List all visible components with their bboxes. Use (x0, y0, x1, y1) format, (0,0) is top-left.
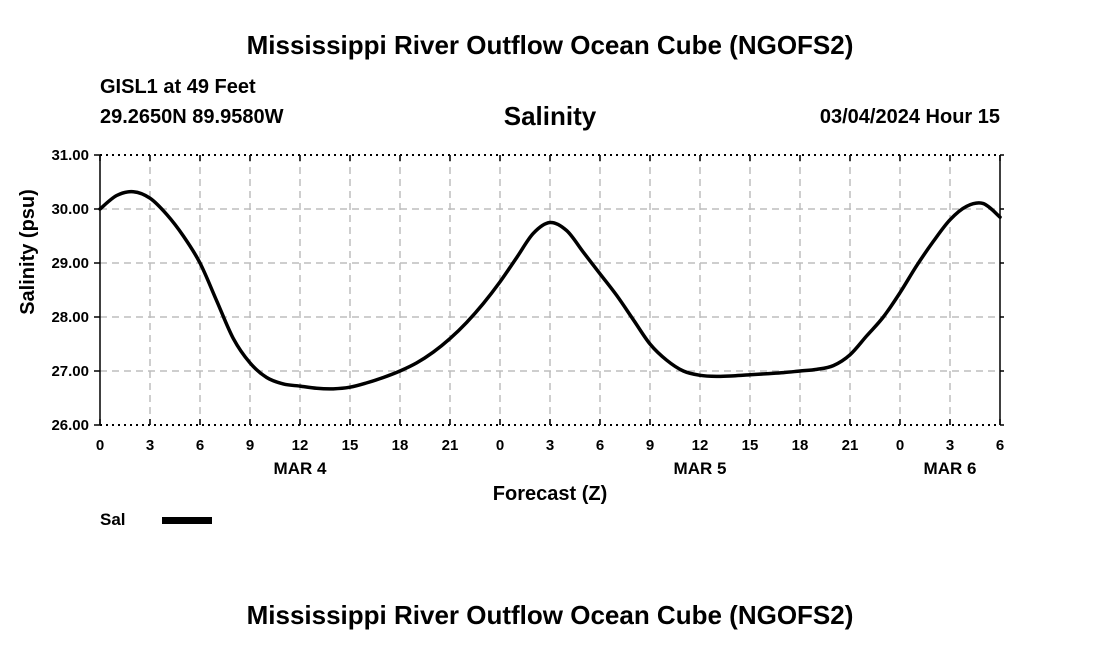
x-tick-label: 21 (442, 437, 459, 454)
tick-labels: 0 3 6 9 12 15 18 21 0 3 6 9 12 15 18 21 0 3 6 26.00 27.00 28.… (51, 147, 1004, 478)
grid-lines (100, 155, 1000, 425)
x-tick-label: 18 (392, 437, 409, 454)
axis-ticks (94, 154, 1004, 426)
station-label: GISL1 at 49 Feet (100, 76, 256, 98)
y-tick-label: 27.00 (51, 363, 89, 380)
y-tick-label: 26.00 (51, 417, 89, 434)
x-tick-label: 12 (292, 437, 309, 454)
coordinates-label: 29.2650N 89.9580W (100, 106, 284, 128)
x-tick-label: 3 (146, 437, 154, 454)
forecast-datetime: 03/04/2024 Hour 15 (819, 106, 1000, 128)
footer-title: Mississippi River Outflow Ocean Cube (NG… (246, 600, 854, 630)
y-axis-label: Salinity (psu) (17, 189, 39, 315)
y-tick-label: 28.00 (51, 309, 89, 326)
x-tick-label: 3 (946, 437, 954, 454)
x-tick-label: 3 (546, 437, 554, 454)
x-tick-label: 0 (496, 437, 504, 454)
x-tick-label: 0 (96, 437, 104, 454)
main-title: Mississippi River Outflow Ocean Cube (NG… (246, 30, 854, 60)
chart-title: Salinity (503, 101, 597, 131)
legend-swatch (162, 517, 212, 524)
y-tick-label: 31.00 (51, 147, 89, 164)
x-tick-label: 9 (246, 437, 254, 454)
x-tick-label: 15 (342, 437, 359, 454)
x-tick-label: 12 (692, 437, 709, 454)
x-tick-label: 6 (196, 437, 204, 454)
x-tick-label: 0 (896, 437, 904, 454)
y-tick-label: 29.00 (51, 255, 89, 272)
legend-label: Sal (100, 510, 126, 529)
date-label: MAR 5 (674, 459, 727, 478)
x-tick-label: 6 (996, 437, 1004, 454)
y-tick-label: 30.00 (51, 201, 89, 218)
date-label: MAR 4 (274, 459, 327, 478)
x-tick-label: 9 (646, 437, 654, 454)
x-tick-label: 15 (742, 437, 759, 454)
x-tick-label: 6 (596, 437, 604, 454)
x-axis-label: Forecast (Z) (493, 483, 607, 505)
x-tick-label: 21 (842, 437, 859, 454)
x-tick-label: 18 (792, 437, 809, 454)
date-label: MAR 6 (924, 459, 977, 478)
series-line-sal (98, 189, 1002, 391)
